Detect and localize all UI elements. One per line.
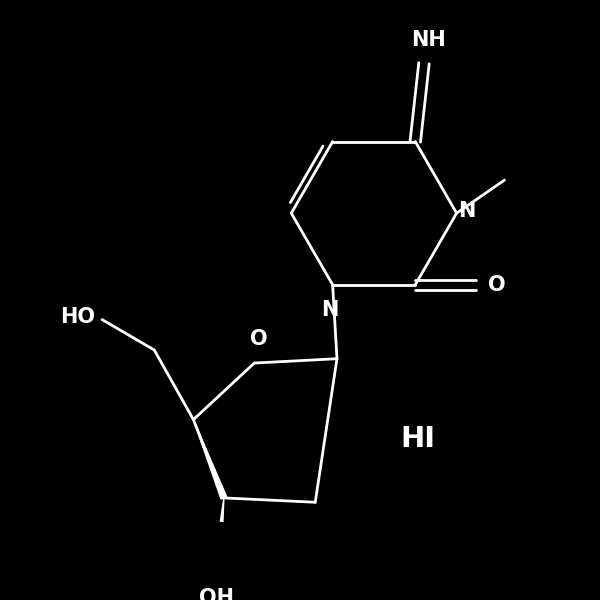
Text: HI: HI [400, 425, 435, 454]
Polygon shape [213, 498, 224, 572]
Polygon shape [193, 419, 227, 499]
Text: OH: OH [199, 587, 235, 600]
Text: N: N [458, 202, 476, 221]
Text: HO: HO [60, 307, 95, 327]
Text: O: O [488, 275, 506, 295]
Text: NH: NH [411, 30, 446, 50]
Text: O: O [250, 329, 268, 349]
Text: N: N [322, 301, 339, 320]
